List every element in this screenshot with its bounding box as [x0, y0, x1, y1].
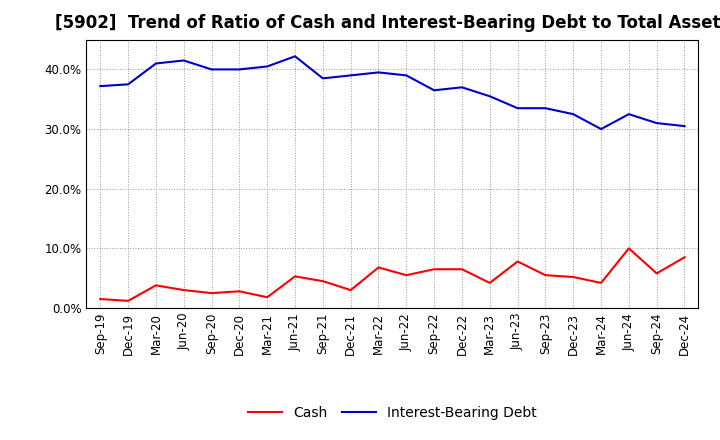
Interest-Bearing Debt [152, 61, 161, 66]
Interest-Bearing Debt [207, 67, 216, 72]
Interest-Bearing Debt [402, 73, 410, 78]
Cash [652, 271, 661, 276]
Cash [374, 265, 383, 270]
Title: [5902]  Trend of Ratio of Cash and Interest-Bearing Debt to Total Assets: [5902] Trend of Ratio of Cash and Intere… [55, 15, 720, 33]
Cash [430, 267, 438, 272]
Interest-Bearing Debt [597, 126, 606, 132]
Cash [485, 280, 494, 286]
Legend: Cash, Interest-Bearing Debt: Cash, Interest-Bearing Debt [242, 401, 543, 426]
Cash [541, 272, 550, 278]
Cash [346, 287, 355, 293]
Cash [152, 282, 161, 288]
Interest-Bearing Debt [652, 121, 661, 126]
Cash [235, 289, 243, 294]
Cash [680, 255, 689, 260]
Interest-Bearing Debt [541, 106, 550, 111]
Line: Interest-Bearing Debt: Interest-Bearing Debt [100, 56, 685, 129]
Interest-Bearing Debt [374, 70, 383, 75]
Interest-Bearing Debt [458, 84, 467, 90]
Cash [207, 290, 216, 296]
Interest-Bearing Debt [96, 84, 104, 89]
Cash [624, 246, 633, 251]
Cash [291, 274, 300, 279]
Cash [569, 275, 577, 280]
Cash [597, 280, 606, 286]
Interest-Bearing Debt [624, 111, 633, 117]
Interest-Bearing Debt [291, 54, 300, 59]
Interest-Bearing Debt [318, 76, 327, 81]
Interest-Bearing Debt [485, 94, 494, 99]
Interest-Bearing Debt [179, 58, 188, 63]
Interest-Bearing Debt [569, 111, 577, 117]
Interest-Bearing Debt [346, 73, 355, 78]
Cash [402, 272, 410, 278]
Cash [124, 298, 132, 304]
Cash [318, 279, 327, 284]
Interest-Bearing Debt [680, 124, 689, 129]
Cash [179, 287, 188, 293]
Interest-Bearing Debt [430, 88, 438, 93]
Cash [458, 267, 467, 272]
Line: Cash: Cash [100, 248, 685, 301]
Cash [96, 297, 104, 302]
Interest-Bearing Debt [124, 82, 132, 87]
Interest-Bearing Debt [235, 67, 243, 72]
Cash [263, 295, 271, 300]
Cash [513, 259, 522, 264]
Interest-Bearing Debt [263, 64, 271, 69]
Interest-Bearing Debt [513, 106, 522, 111]
